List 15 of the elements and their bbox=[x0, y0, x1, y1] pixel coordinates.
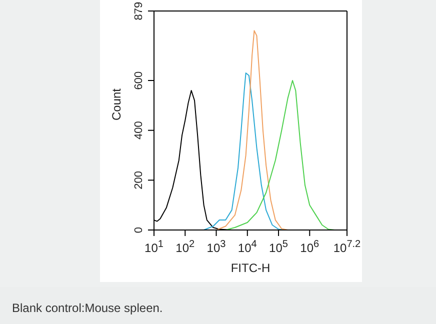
y-tick-label: 200 bbox=[133, 170, 145, 190]
text: Blank control:Mouse spleen. bbox=[12, 301, 163, 315]
x-tick-label: 10$^{3}$ bbox=[206, 238, 226, 255]
y-tick-label: 400 bbox=[133, 121, 145, 140]
x-axis-title: FITC-H bbox=[230, 261, 270, 275]
x-tick-label: 10$^{7.2}$ bbox=[333, 238, 362, 255]
x-tick-label: 10$^{1}$ bbox=[144, 238, 164, 255]
y-tick-label: 600 bbox=[133, 71, 145, 90]
y-tick-label: 879 bbox=[133, 2, 145, 20]
x-tick-label: 10$^{5}$ bbox=[269, 238, 288, 255]
y-axis-title: Count bbox=[109, 88, 124, 120]
y-tick-label: 0 bbox=[133, 226, 145, 234]
x-tick-label: 10$^{2}$ bbox=[176, 238, 196, 255]
x-tick-label: 10$^{6}$ bbox=[300, 238, 320, 255]
x-tick-label: 10$^{4}$ bbox=[238, 238, 258, 255]
